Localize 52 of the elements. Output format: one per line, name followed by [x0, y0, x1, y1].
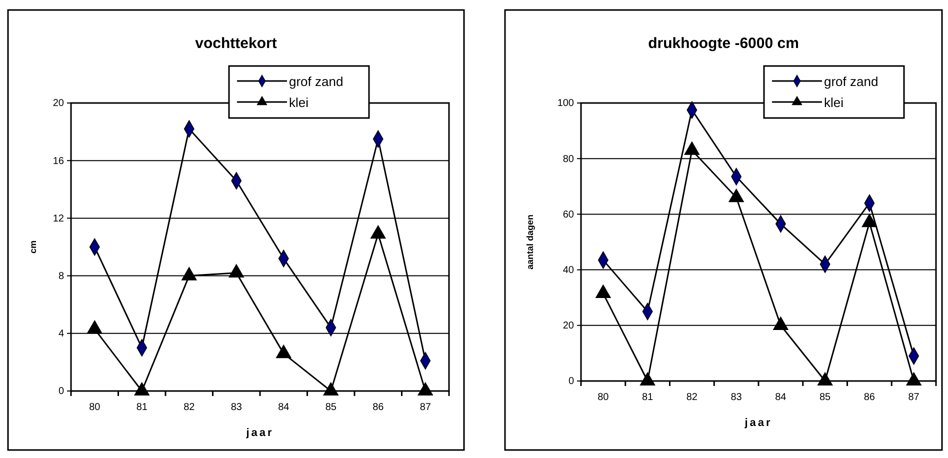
point: [773, 316, 788, 330]
legend-label: klei: [289, 95, 309, 110]
point: [182, 267, 197, 280]
x-tick-label: 84: [775, 392, 787, 404]
y-tick-label: 12: [52, 213, 64, 224]
y-tick-label: 60: [562, 209, 574, 220]
x-tick-label: 84: [278, 402, 290, 414]
x-tick-label: 87: [420, 402, 432, 414]
x-tick-label: 81: [642, 392, 654, 404]
x-axis-title: jaar: [245, 427, 274, 439]
y-tick-label: 8: [58, 271, 64, 282]
y-tick-label: 100: [557, 98, 574, 110]
point: [228, 264, 244, 278]
point: [817, 372, 833, 386]
x-tick-label: 83: [230, 402, 242, 414]
point: [418, 382, 433, 396]
y-tick-label: 0: [58, 386, 64, 398]
y-tick-label: 80: [562, 154, 574, 165]
point: [370, 225, 386, 239]
point: [134, 382, 150, 396]
x-tick-label: 87: [908, 392, 920, 404]
y-tick-label: 20: [52, 98, 64, 110]
y-tick-label: 4: [58, 328, 64, 340]
legend-label: grof zand: [289, 74, 344, 89]
y-axis-title: cm: [28, 240, 38, 254]
chart-title: vochttekort: [195, 35, 277, 52]
legend-label: grof zand: [824, 74, 878, 89]
point: [323, 382, 338, 396]
x-tick-label: 81: [136, 402, 148, 414]
chart-title: drukhoogte -6000 cm: [648, 35, 799, 52]
point: [640, 372, 656, 386]
x-tick-label: 80: [598, 392, 610, 404]
x-axis-title: jaar: [744, 417, 772, 429]
x-tick-label: 82: [686, 392, 698, 404]
x-tick-label: 86: [864, 392, 876, 404]
x-tick-label: 82: [184, 402, 196, 414]
y-tick-label: 16: [52, 156, 64, 167]
point: [87, 320, 102, 334]
legend-label: klei: [824, 95, 844, 110]
y-axis-title: aantal dagen: [525, 214, 535, 270]
point: [276, 344, 292, 358]
x-tick-label: 85: [325, 402, 337, 414]
x-tick-label: 80: [89, 402, 101, 414]
y-tick-label: 0: [568, 376, 574, 388]
point: [596, 284, 611, 298]
x-tick-label: 85: [820, 392, 832, 404]
point: [906, 372, 922, 386]
x-tick-label: 86: [372, 402, 384, 414]
x-tick-label: 83: [730, 392, 742, 404]
y-tick-label: 40: [562, 265, 574, 276]
point: [862, 214, 878, 228]
y-tick-label: 20: [562, 320, 574, 332]
